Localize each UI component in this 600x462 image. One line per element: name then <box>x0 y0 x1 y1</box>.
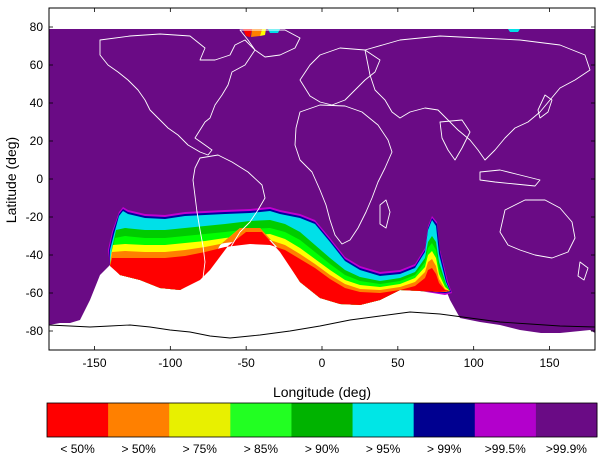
y-tick-label: 40 <box>30 96 44 110</box>
y-tick-label: -40 <box>26 248 44 262</box>
colorbar-frame <box>46 402 598 438</box>
x-tick-label: 150 <box>539 356 559 370</box>
colorbar-label: > 99% <box>427 442 462 456</box>
colorbar-label: >99.5% <box>485 442 526 456</box>
colorbar-swatch <box>108 403 170 437</box>
colorbar: < 50% > 50% > 75% > 85% > 90% > 95% > 99% >99.5… <box>46 402 598 456</box>
x-tick-label: -50 <box>237 356 255 370</box>
band-below-50 <box>110 232 450 305</box>
x-tick-label: 50 <box>391 356 405 370</box>
arctic-patch <box>251 29 262 37</box>
colorbar-label: > 95% <box>366 442 401 456</box>
colorbar-label: > 90% <box>305 442 340 456</box>
colorbar-swatch <box>474 403 537 437</box>
y-tick-label: 20 <box>30 134 44 148</box>
x-axis-label: Longitude (deg) <box>273 384 371 400</box>
colorbar-label: < 50% <box>60 442 95 456</box>
arctic-patch <box>260 29 266 36</box>
coast-india <box>439 119 471 161</box>
coast-greenland <box>239 29 301 58</box>
y-axis-label: Latitude (deg) <box>3 137 19 223</box>
y-tick-label: 80 <box>30 20 44 34</box>
coast-japan <box>537 94 553 119</box>
colorbar-label: >99.9% <box>546 442 587 456</box>
colorbar-label: > 50% <box>121 442 156 456</box>
coast-antarctica <box>49 311 595 339</box>
y-tick-label: 60 <box>30 58 44 72</box>
colorbar-swatch <box>413 403 476 437</box>
colorbar-label: > 85% <box>244 442 279 456</box>
coast-asia <box>364 35 591 161</box>
band-75 <box>110 228 450 305</box>
coast-madagascar <box>379 199 391 229</box>
arctic-patch <box>508 29 520 32</box>
colorbar-swatch <box>291 403 354 437</box>
axis-ticks: -150 -100 -50 0 50 100 150 80 60 40 20 0 -20 -40 -60 -8… <box>26 8 595 370</box>
colorbar-label: > 75% <box>183 442 218 456</box>
x-tick-label: -150 <box>82 356 106 370</box>
colorbar-swatch <box>47 403 109 437</box>
coast-new-zealand <box>577 261 589 281</box>
y-tick-label: -60 <box>26 286 44 300</box>
colorbar-swatch <box>230 403 292 437</box>
coast-north-america <box>99 33 256 156</box>
y-tick-label: -80 <box>26 324 44 338</box>
coastlines <box>99 29 591 291</box>
colorbar-swatch <box>169 403 231 437</box>
coast-south-america <box>192 154 266 291</box>
colorbar-swatch <box>352 403 415 437</box>
colorbar-swatch <box>535 403 598 437</box>
coast-australia <box>499 199 576 259</box>
y-tick-label: 0 <box>36 172 43 186</box>
arctic-patch <box>243 29 252 37</box>
coast-indonesia <box>479 169 541 187</box>
coast-africa <box>294 104 393 245</box>
x-tick-label: -100 <box>158 356 182 370</box>
y-tick-label: -20 <box>26 210 44 224</box>
x-tick-label: 100 <box>464 356 484 370</box>
x-tick-label: 0 <box>319 356 326 370</box>
